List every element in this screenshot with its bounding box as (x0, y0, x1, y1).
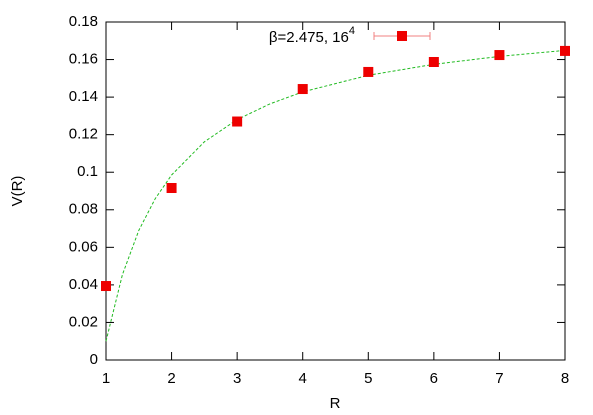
legend-superscript: 4 (349, 25, 355, 37)
x-tick-label: 6 (430, 370, 438, 387)
data-point (297, 84, 308, 95)
data-point (363, 66, 374, 77)
x-tick-label: 7 (495, 370, 503, 387)
y-tick-label: 0.08 (69, 201, 98, 218)
data-point (494, 50, 505, 61)
data-point (428, 56, 439, 67)
y-tick-label: 0.16 (69, 51, 98, 68)
y-tick-label: 0.02 (69, 313, 98, 330)
data-point (232, 116, 243, 127)
plot-border (105, 21, 566, 361)
data-point (166, 182, 177, 193)
legend-text: β=2.475, 16 (269, 29, 349, 46)
x-tick-label: 5 (364, 370, 372, 387)
fit-curve (105, 49, 566, 342)
x-axis-label: R (330, 395, 341, 412)
data-point (101, 281, 111, 292)
y-tick-label: 0.18 (69, 13, 98, 30)
y-tick-label: 0.04 (69, 276, 98, 293)
y-tick-label: 0.12 (69, 126, 98, 143)
x-tick-label: 8 (561, 370, 569, 387)
x-tick-label: 1 (102, 370, 110, 387)
y-tick-label: 0.14 (69, 88, 98, 105)
y-tick-label: 0 (90, 351, 98, 368)
y-tick-label: 0.06 (69, 238, 98, 255)
x-tick-label: 2 (167, 370, 175, 387)
legend-label: β=2.475, 164 (269, 25, 355, 46)
data-point (560, 45, 570, 56)
y-tick-label: 0.1 (77, 163, 98, 180)
legend-marker (397, 31, 407, 41)
y-axis-label: V(R) (9, 176, 26, 207)
x-tick-label: 3 (233, 370, 241, 387)
x-tick-label: 4 (299, 370, 307, 387)
